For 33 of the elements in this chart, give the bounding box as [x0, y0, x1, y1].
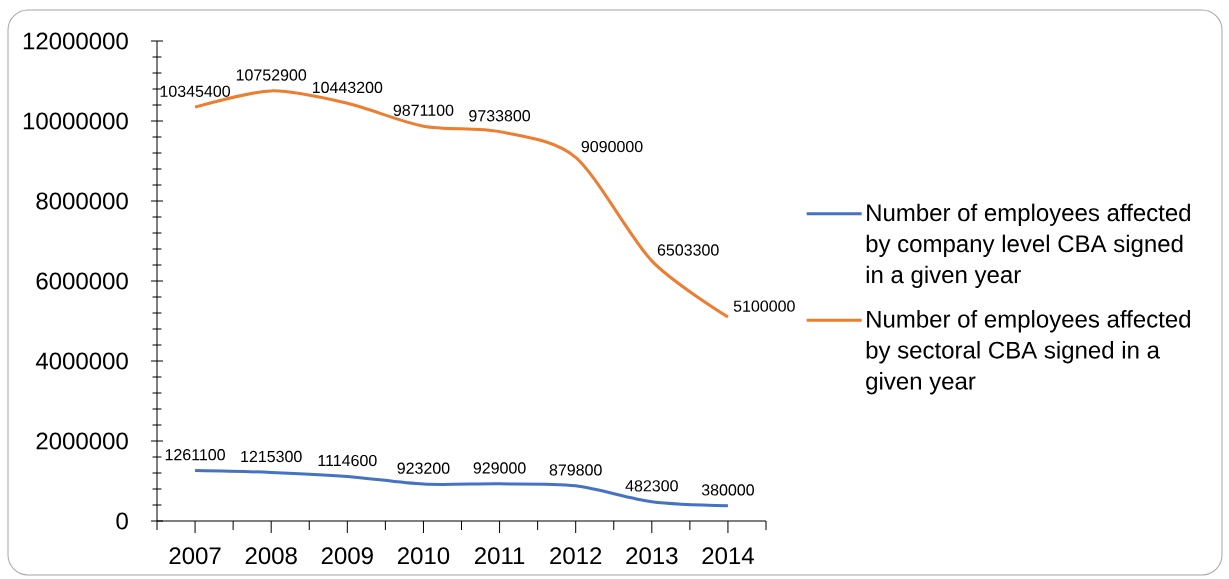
x-tick-label: 2008 [245, 547, 297, 565]
data-label: 10443200 [312, 81, 383, 94]
data-label: 10752900 [236, 69, 307, 81]
data-label: 1261100 [165, 449, 225, 461]
data-label: 380000 [701, 484, 754, 496]
data-label: 10345400 [160, 85, 231, 97]
data-label: 6503300 [657, 244, 719, 256]
legend-label: Number of employees affected by sectoral CBA signed in a given year [866, 310, 1190, 395]
y-tick-label: 10000000 [23, 112, 128, 130]
x-tick-label: 2010 [397, 547, 450, 565]
legend-label: Number of employees affected by company level CBA signed in a given year [866, 203, 1190, 289]
data-label: 879800 [549, 464, 602, 476]
data-label: 923200 [397, 462, 450, 474]
x-tick-label: 2012 [550, 547, 602, 565]
y-tick-label: 2000000 [36, 432, 128, 450]
x-tick-label: 2011 [474, 547, 525, 565]
y-tick-label: 12000000 [23, 32, 128, 50]
data-label: 929000 [473, 462, 526, 474]
x-tick-label: 2009 [321, 547, 373, 565]
x-tick-label: 2007 [169, 547, 221, 565]
x-tick-label: 2014 [702, 547, 754, 565]
y-tick-label: 0 [116, 512, 128, 530]
data-label: 5100000 [733, 300, 795, 312]
data-label: 1114600 [318, 454, 377, 467]
y-tick-label: 8000000 [36, 192, 128, 210]
data-label: 1215300 [241, 450, 302, 463]
data-label: 482300 [625, 480, 678, 492]
x-tick-label: 2013 [626, 547, 678, 565]
y-tick-label: 6000000 [36, 272, 128, 290]
data-label: 9733800 [469, 110, 531, 122]
data-label: 9871100 [393, 104, 454, 116]
y-tick-label: 4000000 [35, 352, 128, 370]
data-label: 9090000 [581, 140, 643, 153]
